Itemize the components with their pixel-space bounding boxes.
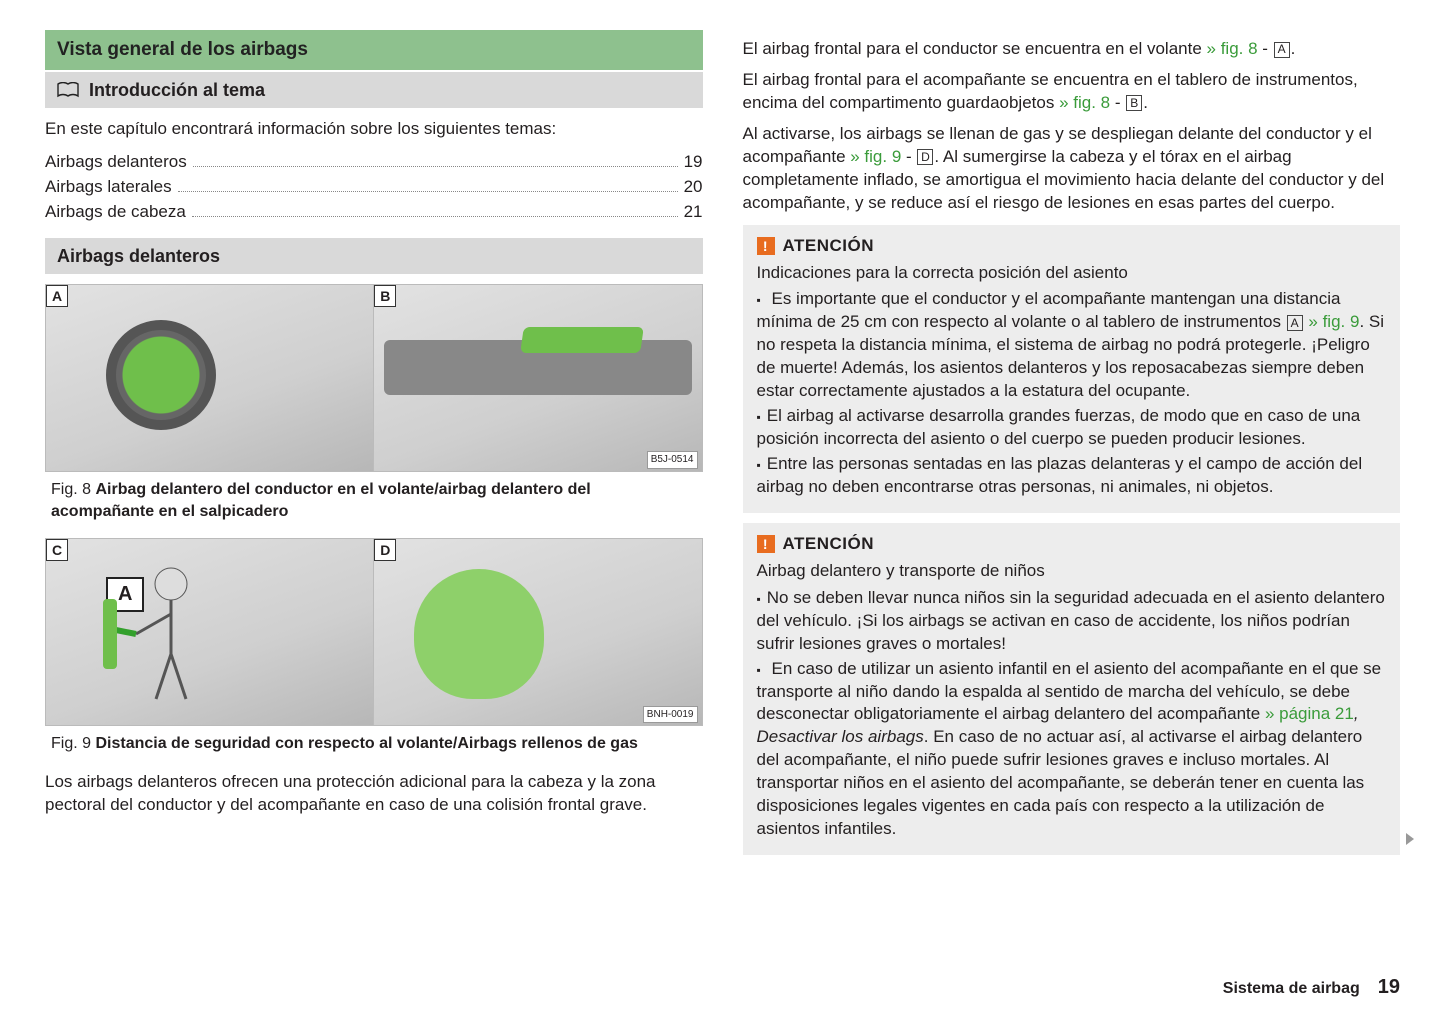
text: El airbag frontal para el conductor se e… — [743, 39, 1207, 58]
warning-heading: ! ATENCIÓN — [757, 533, 1387, 556]
figure-9: C A D BNH-0019 — [45, 538, 703, 726]
fig-ref: » fig. 9 — [850, 147, 901, 166]
toc-page: 20 — [684, 176, 703, 199]
text: . — [1143, 93, 1148, 112]
figure-title: Airbag delantero del conductor en el vol… — [51, 481, 591, 520]
toc-dots — [193, 166, 678, 167]
warning-bullet: Entre las personas sentadas en las plaza… — [757, 453, 1387, 499]
right-p3: Al activarse, los airbags se llenan de g… — [743, 123, 1401, 215]
left-body-paragraph: Los airbags delanteros ofrecen una prote… — [45, 771, 703, 817]
right-p2: El airbag frontal para el acompañante se… — [743, 69, 1401, 115]
panel-letter: A — [46, 285, 68, 307]
ref-box-b: B — [1126, 95, 1142, 111]
toc: Airbags delanteros 19 Airbags laterales … — [45, 151, 703, 224]
toc-label: Airbags delanteros — [45, 151, 187, 174]
steering-wheel-illustration — [106, 320, 216, 430]
panel-letter: D — [374, 539, 396, 561]
warning-bullet: No se deben llevar nunca niños sin la se… — [757, 587, 1387, 656]
warning-bullet: En caso de utilizar un asiento infantil … — [757, 658, 1387, 842]
warning-heading: ! ATENCIÓN — [757, 235, 1387, 258]
page-ref: » página 21 — [1265, 704, 1354, 723]
toc-row: Airbags de cabeza 21 — [45, 201, 703, 224]
warning-bullet: El airbag al activarse desarrolla grande… — [757, 405, 1387, 451]
dashboard-airbag-illustration — [520, 327, 644, 353]
right-p1: El airbag frontal para el conductor se e… — [743, 38, 1401, 61]
book-icon — [57, 82, 79, 98]
person-skeleton-illustration — [101, 559, 211, 709]
panel-letter: C — [46, 539, 68, 561]
toc-dots — [178, 191, 678, 192]
figure-code: B5J-0514 — [647, 451, 698, 469]
deployed-airbag-illustration — [414, 569, 544, 699]
figure-9-panel-c: C A — [46, 539, 374, 725]
ref-box-d: D — [917, 149, 933, 165]
text: . — [1291, 39, 1296, 58]
warning-box-1: ! ATENCIÓN Indicaciones para la correcta… — [743, 225, 1401, 513]
fig-ref: » fig. 8 — [1207, 39, 1258, 58]
footer-page-number: 19 — [1378, 974, 1400, 1001]
fig-ref: » fig. 9 — [1304, 312, 1360, 331]
intro-text: En este capítulo encontrará información … — [45, 118, 703, 141]
figure-8-panel-b: B B5J-0514 — [374, 285, 701, 471]
figure-9-panel-d: D BNH-0019 — [374, 539, 701, 725]
figure-code: BNH-0019 — [643, 706, 698, 724]
warning-subtitle: Indicaciones para la correcta posición d… — [757, 262, 1387, 285]
toc-label: Airbags laterales — [45, 176, 172, 199]
figure-title: Distancia de seguridad con respecto al v… — [95, 735, 637, 752]
toc-row: Airbags laterales 20 — [45, 176, 703, 199]
warning-box-2: ! ATENCIÓN Airbag delantero y transporte… — [743, 523, 1401, 855]
toc-page: 21 — [684, 201, 703, 224]
figure-number: Fig. 9 — [51, 735, 91, 752]
figure-8-caption: Fig. 8 Airbag delantero del conductor en… — [51, 479, 697, 522]
toc-dots — [192, 216, 678, 217]
intro-heading: Introducción al tema — [89, 78, 265, 102]
fig-ref: » fig. 8 — [1059, 93, 1110, 112]
section-header-overview: Vista general de los airbags — [45, 30, 703, 70]
warning-icon: ! — [757, 535, 775, 553]
panel-letter: B — [374, 285, 396, 307]
warning-bullet: Es importante que el conductor y el acom… — [757, 288, 1387, 403]
text: El airbag frontal para el acompañante se… — [743, 70, 1358, 112]
figure-number: Fig. 8 — [51, 481, 91, 498]
footer-section: Sistema de airbag — [1223, 978, 1360, 1000]
warning-subtitle: Airbag delantero y transporte de niños — [757, 560, 1387, 583]
toc-row: Airbags delanteros 19 — [45, 151, 703, 174]
toc-label: Airbags de cabeza — [45, 201, 186, 224]
continue-arrow-icon — [1406, 833, 1414, 845]
warning-title: ATENCIÓN — [783, 533, 875, 556]
figure-8: A B B5J-0514 — [45, 284, 703, 472]
ref-box-a: A — [1287, 315, 1303, 331]
toc-page: 19 — [684, 151, 703, 174]
ref-box-a: A — [1274, 42, 1290, 58]
section-header-front-airbags: Airbags delanteros — [45, 238, 703, 274]
figure-8-panel-a: A — [46, 285, 374, 471]
warning-icon: ! — [757, 237, 775, 255]
section-header-intro: Introducción al tema — [45, 72, 703, 108]
figure-9-caption: Fig. 9 Distancia de seguridad con respec… — [51, 733, 697, 755]
page-footer: Sistema de airbag 19 — [1223, 974, 1400, 1001]
text: Es importante que el conductor y el acom… — [757, 289, 1341, 331]
warning-title: ATENCIÓN — [783, 235, 875, 258]
